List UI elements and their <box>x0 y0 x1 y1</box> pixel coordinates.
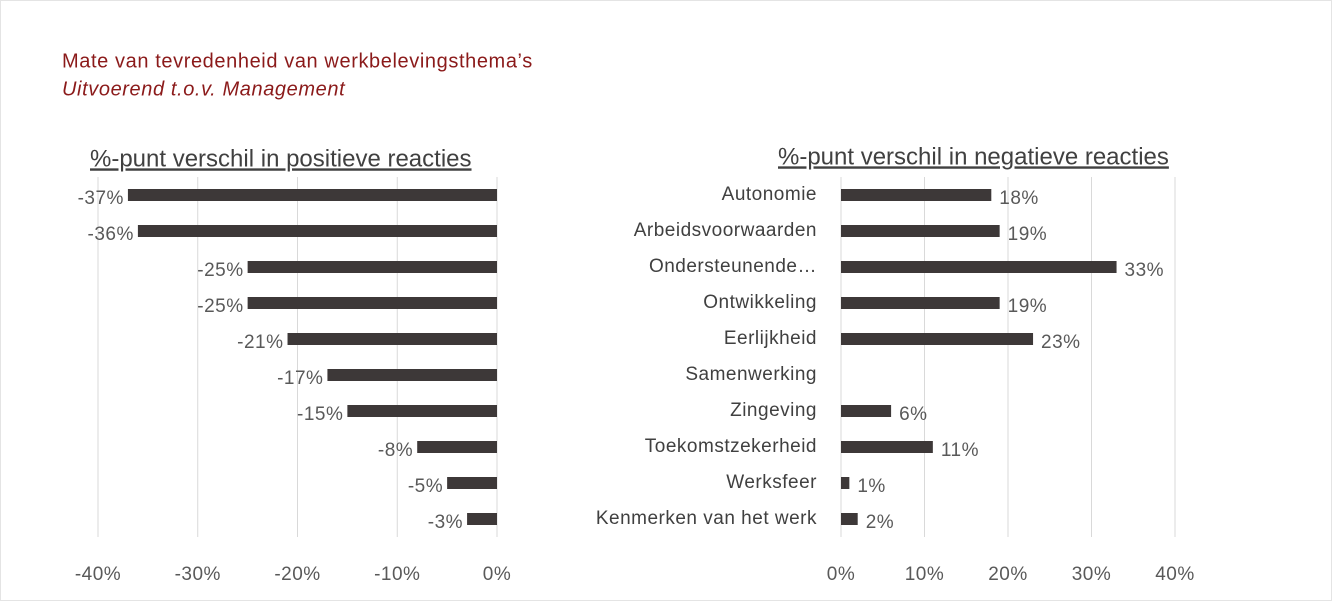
bar <box>841 297 1000 309</box>
data-label: 33% <box>1125 260 1165 281</box>
data-label: -3% <box>428 512 463 533</box>
data-label: -21% <box>237 332 283 353</box>
data-label: -25% <box>197 260 243 281</box>
axis-title: %-punt verschil in negatieve reacties <box>778 143 1169 170</box>
bar <box>841 261 1117 273</box>
bar <box>841 513 858 525</box>
bar <box>287 333 497 345</box>
category-label: Werksfeer <box>726 472 817 493</box>
bar <box>841 225 1000 237</box>
data-label: -17% <box>277 368 323 389</box>
category-label: Eerlijkheid <box>724 328 817 349</box>
data-label: 19% <box>1008 296 1048 317</box>
data-label: 6% <box>899 404 927 425</box>
category-label: Ondersteunende… <box>649 256 817 277</box>
chart-title: Mate van tevredenheid van werkbelevingst… <box>62 50 533 72</box>
category-label: Samenwerking <box>685 364 817 385</box>
data-label: -25% <box>197 296 243 317</box>
x-tick-label: 10% <box>905 564 945 585</box>
bar <box>447 477 497 489</box>
category-label: Ontwikkeling <box>703 292 817 313</box>
bar <box>841 441 933 453</box>
bar <box>841 477 850 489</box>
data-label: 2% <box>866 512 894 533</box>
bar <box>137 225 497 237</box>
bar <box>467 513 497 525</box>
data-label: 1% <box>857 476 885 497</box>
category-label: Toekomstzekerheid <box>645 436 817 457</box>
category-label: Arbeidsvoorwaarden <box>634 220 817 241</box>
data-label: 18% <box>999 188 1039 209</box>
data-label: 11% <box>941 440 979 461</box>
x-tick-label: -30% <box>175 564 221 585</box>
data-label: -36% <box>88 224 134 245</box>
category-label: Kenmerken van het werk <box>596 508 817 529</box>
x-tick-label: 20% <box>988 564 1028 585</box>
category-label: Autonomie <box>722 184 817 205</box>
x-tick-label: -20% <box>274 564 320 585</box>
bar <box>327 369 497 381</box>
category-label: Zingeving <box>730 400 817 421</box>
x-tick-label: 30% <box>1072 564 1112 585</box>
data-label: -37% <box>78 188 124 209</box>
bar <box>417 441 497 453</box>
data-label: -8% <box>378 440 413 461</box>
data-label: 23% <box>1041 332 1081 353</box>
x-tick-label: -10% <box>374 564 420 585</box>
axis-title: %-punt verschil in positieve reacties <box>90 145 472 172</box>
x-tick-label: 40% <box>1155 564 1195 585</box>
data-label: -15% <box>297 404 343 425</box>
bar <box>347 405 497 417</box>
data-label: 19% <box>1008 224 1048 245</box>
bar <box>841 333 1034 345</box>
x-tick-label: 0% <box>483 564 511 585</box>
data-label: -5% <box>408 476 443 497</box>
x-tick-label: -40% <box>75 564 121 585</box>
x-tick-label: 0% <box>827 564 855 585</box>
bar <box>127 189 498 201</box>
bar <box>247 261 497 273</box>
bar <box>247 297 497 309</box>
bar <box>841 405 892 417</box>
bar <box>841 189 992 201</box>
chart-subtitle: Uitvoerend t.o.v. Management <box>62 78 346 100</box>
